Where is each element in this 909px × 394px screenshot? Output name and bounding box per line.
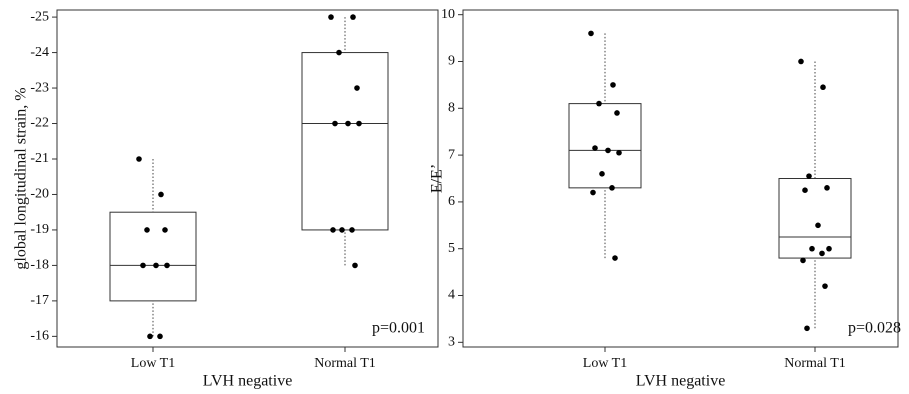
y-tick-label: 4 [448, 288, 455, 303]
point [332, 120, 338, 127]
point [336, 49, 342, 56]
point [592, 145, 598, 151]
point [815, 222, 821, 229]
y-tick-label: -18 [30, 258, 49, 273]
point [824, 185, 830, 191]
point [804, 325, 810, 332]
point [356, 120, 362, 127]
point [140, 262, 146, 269]
box [109, 211, 197, 302]
point [605, 147, 611, 154]
y-tick-label: 7 [448, 147, 455, 162]
point [590, 189, 596, 196]
point [345, 120, 351, 127]
point [158, 191, 164, 198]
y-tick-label: -16 [30, 329, 49, 344]
x-tick-label: Normal T1 [784, 356, 846, 371]
box [568, 103, 642, 189]
point [612, 255, 618, 261]
plot-frame [56, 9, 439, 348]
point [147, 333, 153, 340]
point [136, 156, 142, 162]
y-tick-label: -21 [30, 151, 49, 166]
y-tick-label: 3 [448, 335, 455, 350]
point [819, 250, 825, 257]
point [798, 58, 804, 65]
y-axis-label: E/E’ [429, 164, 446, 193]
plot-frame [462, 9, 899, 348]
point [826, 245, 832, 252]
point [599, 171, 605, 177]
point [350, 14, 356, 20]
y-tick-label: -19 [30, 222, 49, 237]
point [349, 227, 355, 233]
y-tick-label: -22 [30, 116, 49, 131]
point [352, 262, 358, 269]
y-axis-label: global longitudinal strain, % [13, 87, 30, 269]
y-tick-label: -23 [30, 80, 49, 95]
box [778, 178, 852, 259]
point [328, 14, 334, 20]
point [609, 185, 615, 191]
point [800, 257, 806, 264]
point [820, 84, 826, 91]
point [822, 283, 828, 289]
annotation: p=0.001 [372, 320, 425, 337]
y-tick-label: -20 [30, 187, 49, 202]
x-tick-label: Low T1 [583, 356, 627, 371]
box [301, 52, 389, 231]
point [157, 333, 163, 340]
y-tick-label: 8 [448, 101, 455, 116]
x-tick-label: Low T1 [131, 356, 175, 371]
y-tick-label: 5 [448, 241, 455, 256]
y-tick-label: -25 [30, 9, 49, 24]
annotation: p=0.028 [848, 320, 901, 337]
point [610, 82, 616, 88]
x-axis-label: LVH negative [203, 373, 293, 390]
x-axis-label: LVH negative [636, 373, 726, 390]
y-tick-label: -24 [30, 45, 49, 60]
point [164, 262, 170, 269]
y-tick-label: 10 [441, 7, 455, 22]
point [354, 85, 360, 91]
point [330, 227, 336, 233]
y-tick-label: -17 [30, 293, 49, 308]
point [806, 173, 812, 179]
point [162, 227, 168, 233]
point [144, 227, 150, 233]
y-tick-label: 6 [448, 194, 455, 209]
point [614, 110, 620, 116]
x-tick-label: Normal T1 [314, 356, 376, 371]
point [153, 262, 159, 269]
point [809, 245, 815, 252]
point [616, 149, 622, 156]
y-tick-label: 9 [448, 54, 455, 69]
point [596, 100, 602, 107]
point [588, 30, 594, 37]
point [339, 227, 345, 233]
point [802, 187, 808, 194]
